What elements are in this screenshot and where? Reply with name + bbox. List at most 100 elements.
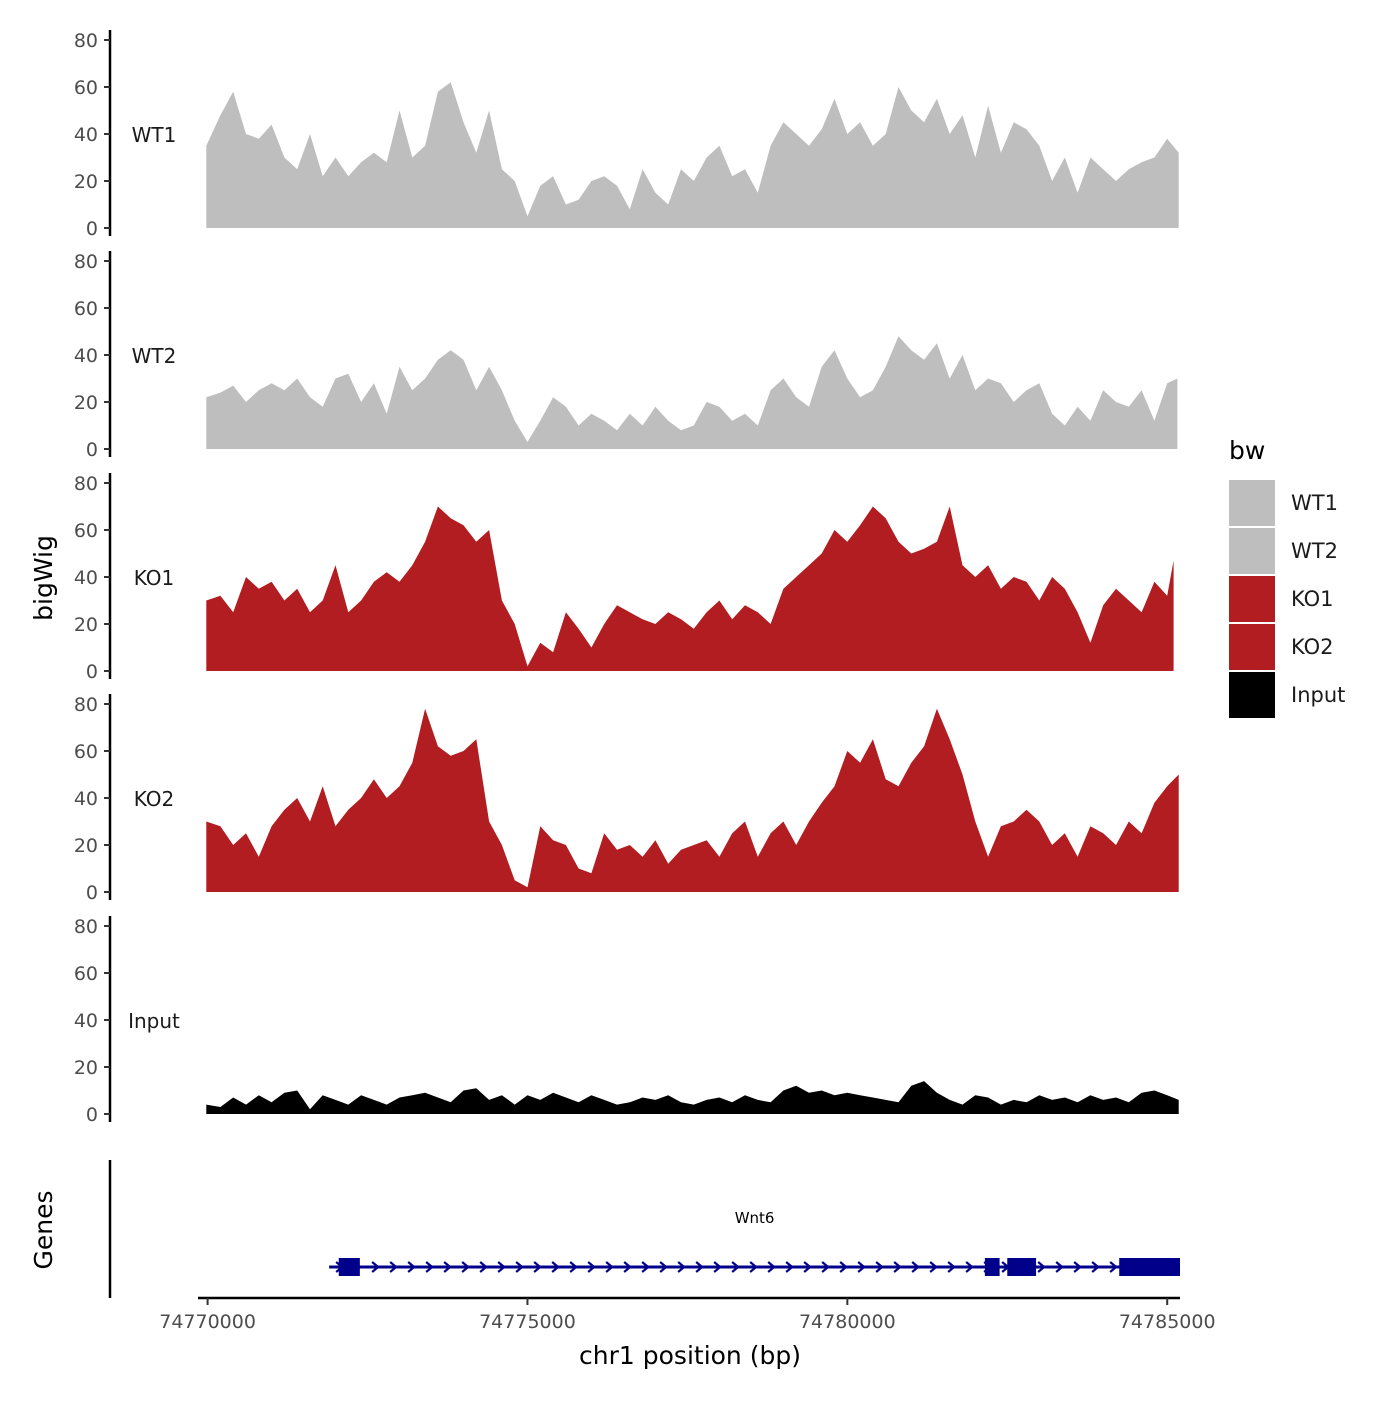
y-tick-label-input-80: 80 — [74, 916, 98, 938]
legend-label-wt1: WT1 — [1291, 491, 1338, 515]
y-tick-label-wt1-60: 60 — [74, 77, 98, 99]
legend-title: bw — [1229, 436, 1265, 465]
strand-arrow — [893, 1261, 902, 1273]
legend-label-ko1: KO1 — [1291, 587, 1334, 611]
strand-arrow — [1073, 1261, 1082, 1273]
strand-arrow — [821, 1261, 830, 1273]
strand-arrow — [515, 1261, 524, 1273]
strand-arrow — [1055, 1261, 1064, 1273]
y-tick-label-wt2-80: 80 — [74, 251, 98, 273]
y-tick-label-ko2-80: 80 — [74, 694, 98, 716]
strand-arrow — [389, 1261, 398, 1273]
strand-arrow — [965, 1261, 974, 1273]
strand-arrow — [785, 1261, 794, 1273]
legend-label-ko2: KO2 — [1291, 635, 1334, 659]
strand-arrow — [479, 1261, 488, 1273]
strand-arrow — [605, 1261, 614, 1273]
legend-swatch-ko2 — [1229, 624, 1275, 670]
x-tick-label-74780000: 74780000 — [799, 1311, 896, 1333]
y-tick-label-input-0: 0 — [86, 1104, 98, 1126]
y-tick-label-wt1-80: 80 — [74, 30, 98, 52]
strand-arrow — [839, 1261, 848, 1273]
area-input — [206, 1081, 1179, 1114]
y-tick-label-ko2-60: 60 — [74, 741, 98, 763]
legend-swatch-wt1 — [1229, 480, 1275, 526]
gene-track: Wnt6 — [108, 1160, 1180, 1298]
legend-swatch-wt2 — [1229, 528, 1275, 574]
legend-item-wt2: WT2 — [1229, 528, 1338, 574]
tracks-layer: 0 20 40 60 80 WT1 0 20 40 60 80 WT2 0 20 40 60 80 KO1 0 20 4… — [74, 30, 1179, 1126]
y-tick-label-ko1-80: 80 — [74, 473, 98, 495]
gene-exon-4 — [1119, 1258, 1180, 1276]
strand-arrow — [659, 1261, 668, 1273]
track-label-ko2: KO2 — [134, 787, 175, 811]
y-tick-label-wt2-40: 40 — [74, 345, 98, 367]
strand-arrow — [641, 1261, 650, 1273]
strand-arrow — [731, 1261, 740, 1273]
track-ko2: 0 20 40 60 80 KO2 — [74, 694, 1179, 904]
gene-exon-1 — [338, 1258, 360, 1276]
strand-arrow — [695, 1261, 704, 1273]
strand-arrow — [767, 1261, 776, 1273]
x-tick-label-74785000: 74785000 — [1119, 1311, 1216, 1333]
strand-arrow — [677, 1261, 686, 1273]
gene-name-label: Wnt6 — [735, 1209, 775, 1227]
gene-track-title: Genes — [29, 1190, 58, 1269]
area-wt1 — [206, 82, 1179, 228]
area-ko2 — [206, 708, 1179, 892]
y-tick-label-ko1-0: 0 — [86, 661, 98, 683]
y-tick-label-wt2-0: 0 — [86, 439, 98, 461]
y-tick-label-wt1-0: 0 — [86, 218, 98, 240]
y-tick-label-ko2-40: 40 — [74, 788, 98, 810]
strand-arrow — [443, 1261, 452, 1273]
y-tick-label-wt2-60: 60 — [74, 298, 98, 320]
strand-arrow — [1091, 1261, 1100, 1273]
y-tick-label-input-20: 20 — [74, 1057, 98, 1079]
legend-item-ko1: KO1 — [1229, 576, 1334, 622]
x-tick-label-74775000: 74775000 — [479, 1311, 576, 1333]
y-tick-label-ko1-60: 60 — [74, 520, 98, 542]
strand-arrow — [371, 1261, 380, 1273]
legend-swatch-input — [1229, 672, 1275, 718]
strand-arrow — [713, 1261, 722, 1273]
y-tick-label-ko2-20: 20 — [74, 835, 98, 857]
strand-arrow — [497, 1261, 506, 1273]
strand-arrow — [551, 1261, 560, 1273]
legend-label-wt2: WT2 — [1291, 539, 1338, 563]
strand-arrow — [1109, 1261, 1118, 1273]
area-ko1 — [206, 506, 1174, 671]
strand-arrow — [1037, 1261, 1046, 1273]
x-tick-label-74770000: 74770000 — [159, 1311, 256, 1333]
legend-label-input: Input — [1291, 683, 1345, 707]
area-wt2 — [206, 336, 1178, 449]
y-tick-label-ko2-0: 0 — [86, 882, 98, 904]
strand-arrow — [623, 1261, 632, 1273]
y-tick-label-wt1-20: 20 — [74, 171, 98, 193]
y-tick-label-wt2-20: 20 — [74, 392, 98, 414]
strand-arrow — [911, 1261, 920, 1273]
y-tick-label-input-40: 40 — [74, 1010, 98, 1032]
track-wt2: 0 20 40 60 80 WT2 — [74, 251, 1178, 461]
track-label-input: Input — [128, 1009, 180, 1033]
track-label-ko1: KO1 — [134, 566, 175, 590]
y-tick-label-ko1-40: 40 — [74, 567, 98, 589]
strand-arrow — [533, 1261, 542, 1273]
strand-arrow — [407, 1261, 416, 1273]
y-axis-title: bigWig — [29, 535, 58, 621]
legend-item-input: Input — [1229, 672, 1345, 718]
x-axis: 74770000 74775000 74780000 74785000 — [159, 1296, 1216, 1333]
y-tick-label-ko1-20: 20 — [74, 614, 98, 636]
track-ko1: 0 20 40 60 80 KO1 — [74, 473, 1174, 683]
legend-item-ko2: KO2 — [1229, 624, 1334, 670]
x-axis-title: chr1 position (bp) — [579, 1341, 801, 1370]
strand-arrow — [875, 1261, 884, 1273]
legend: WT1 WT2 KO1 KO2 Input — [1229, 480, 1345, 718]
y-tick-label-wt1-40: 40 — [74, 124, 98, 146]
strand-arrow — [587, 1261, 596, 1273]
strand-arrow — [803, 1261, 812, 1273]
strand-arrow — [461, 1261, 470, 1273]
strand-arrow — [749, 1261, 758, 1273]
strand-arrow — [857, 1261, 866, 1273]
legend-item-wt1: WT1 — [1229, 480, 1338, 526]
